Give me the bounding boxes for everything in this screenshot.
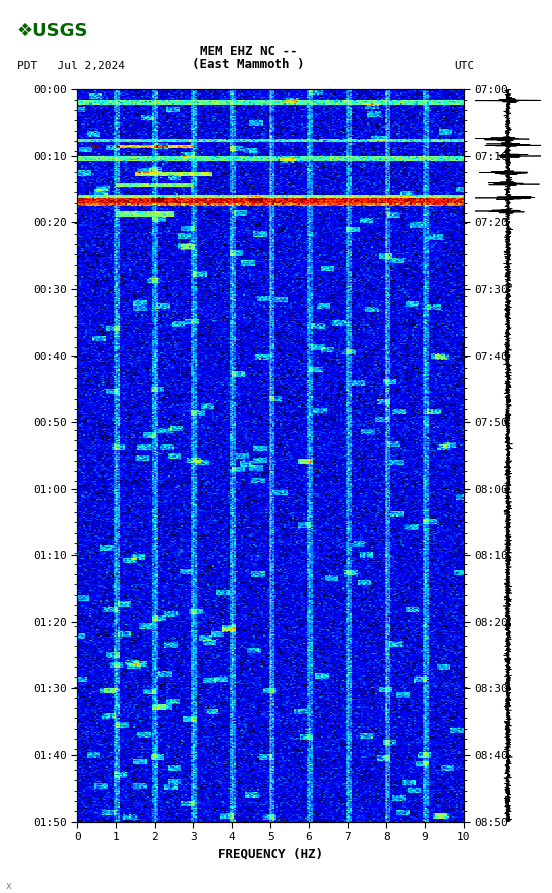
Text: UTC: UTC [454,62,475,71]
Text: (East Mammoth ): (East Mammoth ) [192,58,305,71]
Text: PDT   Jul 2,2024: PDT Jul 2,2024 [17,62,125,71]
Text: x: x [6,880,12,890]
X-axis label: FREQUENCY (HZ): FREQUENCY (HZ) [218,847,323,861]
Text: MEM EHZ NC --: MEM EHZ NC -- [200,45,297,58]
Text: ❖USGS: ❖USGS [17,22,88,40]
